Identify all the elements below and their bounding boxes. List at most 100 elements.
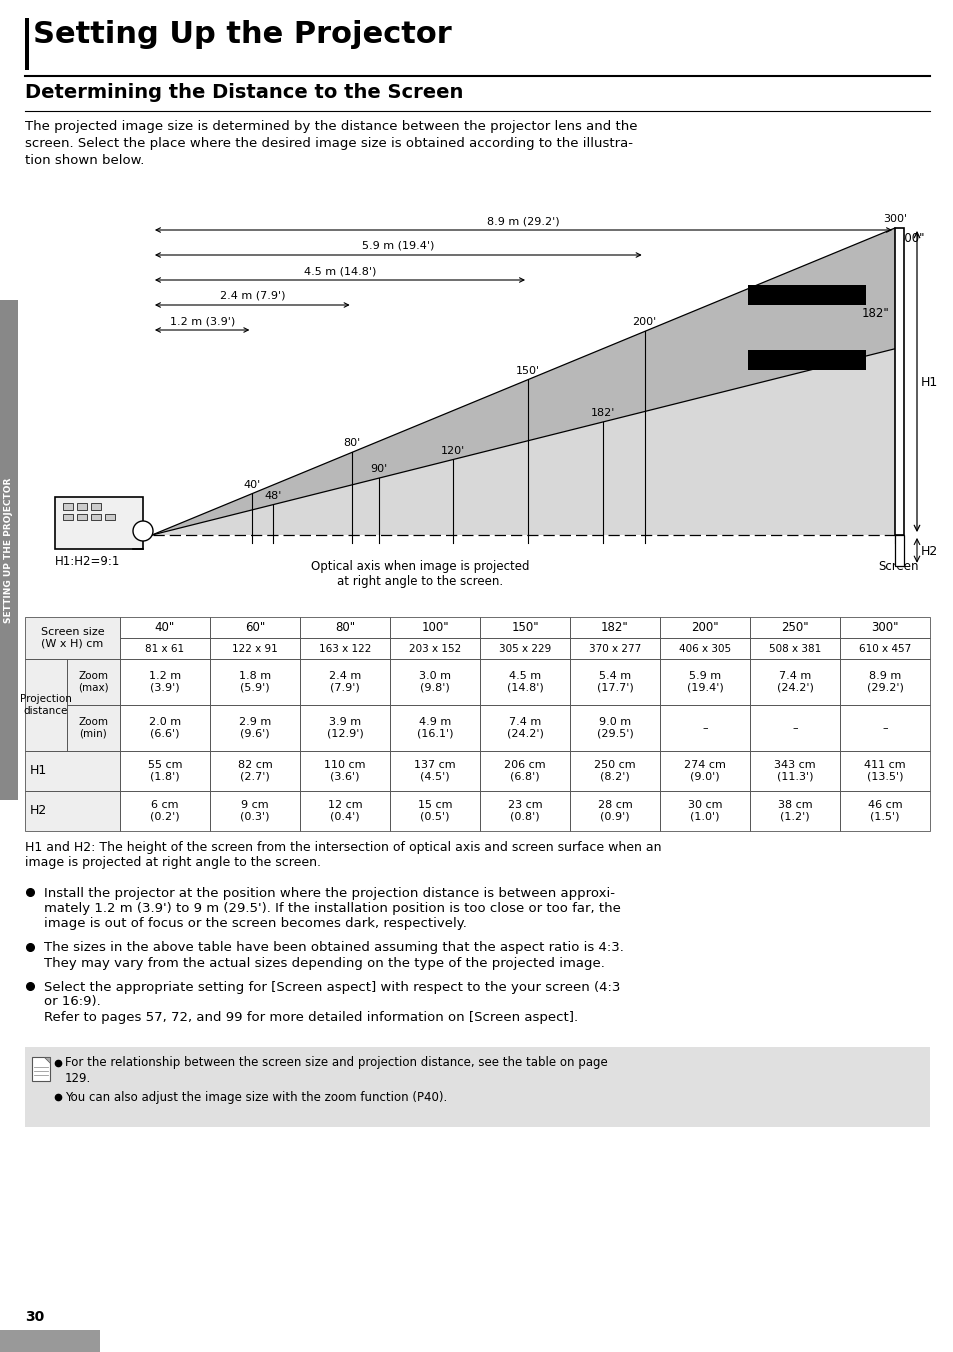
- Text: Zoom
(max): Zoom (max): [78, 671, 109, 692]
- Bar: [840, 750, 929, 791]
- Bar: [390, 750, 479, 791]
- Bar: [299, 658, 390, 704]
- Bar: [479, 617, 569, 638]
- Bar: [25, 750, 120, 791]
- Bar: [299, 617, 390, 638]
- Text: 15 cm
(0.5'): 15 cm (0.5'): [417, 800, 452, 822]
- Text: 2.0 m
(6.6'): 2.0 m (6.6'): [149, 717, 181, 738]
- Bar: [659, 617, 749, 638]
- Text: Zoom (min.): Zoom (min.): [770, 353, 842, 366]
- Text: 82 cm
(2.7'): 82 cm (2.7'): [237, 760, 273, 781]
- Text: Projection
distance: Projection distance: [20, 694, 71, 715]
- Text: 81 x 61: 81 x 61: [145, 644, 184, 653]
- Bar: [299, 704, 390, 750]
- Bar: [299, 704, 390, 750]
- Bar: [479, 638, 569, 658]
- Text: 5.4 m
(17.7'): 5.4 m (17.7'): [596, 671, 633, 692]
- Bar: [659, 750, 749, 791]
- Text: 122 x 91: 122 x 91: [232, 644, 277, 653]
- Bar: [749, 658, 840, 704]
- Text: 30 cm
(1.0'): 30 cm (1.0'): [687, 800, 721, 822]
- Bar: [479, 658, 569, 704]
- Bar: [840, 658, 929, 704]
- Bar: [479, 617, 569, 638]
- Bar: [479, 704, 569, 750]
- Bar: [659, 658, 749, 704]
- Text: 60": 60": [245, 621, 265, 634]
- Text: 411 cm
(13.5'): 411 cm (13.5'): [863, 760, 904, 781]
- Bar: [840, 704, 929, 750]
- Text: H1: H1: [30, 764, 48, 777]
- Bar: [749, 617, 840, 638]
- Bar: [659, 791, 749, 831]
- Bar: [747, 350, 865, 370]
- Bar: [210, 791, 299, 831]
- Bar: [569, 638, 659, 658]
- Bar: [479, 791, 569, 831]
- Bar: [120, 658, 210, 704]
- Bar: [840, 791, 929, 831]
- Text: 80': 80': [343, 438, 360, 449]
- Text: 300": 300": [870, 621, 898, 634]
- Bar: [67, 704, 120, 750]
- Text: screen. Select the place where the desired image size is obtained according to t: screen. Select the place where the desir…: [25, 137, 633, 150]
- Text: 9.0 m
(29.5'): 9.0 m (29.5'): [596, 717, 633, 738]
- Text: tion shown below.: tion shown below.: [25, 154, 144, 168]
- Text: 206 cm
(6.8'): 206 cm (6.8'): [503, 760, 545, 781]
- Bar: [91, 514, 101, 521]
- Bar: [749, 704, 840, 750]
- Text: 5.9 m
(19.4'): 5.9 m (19.4'): [686, 671, 722, 692]
- Text: H2: H2: [920, 545, 937, 558]
- Bar: [569, 791, 659, 831]
- Bar: [840, 791, 929, 831]
- Text: SETTING UP THE PROJECTOR: SETTING UP THE PROJECTOR: [5, 477, 13, 623]
- Bar: [749, 658, 840, 704]
- Text: 48': 48': [264, 491, 281, 500]
- Bar: [390, 638, 479, 658]
- Bar: [390, 791, 479, 831]
- Bar: [120, 750, 210, 791]
- Bar: [840, 750, 929, 791]
- Bar: [25, 791, 120, 831]
- Text: 150': 150': [515, 366, 539, 376]
- Text: 203 x 152: 203 x 152: [409, 644, 460, 653]
- Text: 40": 40": [154, 621, 175, 634]
- Bar: [120, 617, 210, 638]
- Bar: [390, 750, 479, 791]
- Bar: [91, 503, 101, 510]
- Polygon shape: [44, 1057, 50, 1063]
- Polygon shape: [152, 228, 894, 535]
- Bar: [210, 750, 299, 791]
- Bar: [120, 791, 210, 831]
- Text: 4.5 m
(14.8'): 4.5 m (14.8'): [506, 671, 543, 692]
- Text: 4.5 m (14.8'): 4.5 m (14.8'): [303, 266, 375, 276]
- Text: 1.2 m
(3.9'): 1.2 m (3.9'): [149, 671, 181, 692]
- Text: 2.9 m
(9.6'): 2.9 m (9.6'): [238, 717, 271, 738]
- Text: Zoom
(min): Zoom (min): [78, 717, 109, 738]
- Bar: [659, 617, 749, 638]
- Text: 23 cm
(0.8'): 23 cm (0.8'): [507, 800, 541, 822]
- Bar: [840, 638, 929, 658]
- Bar: [210, 704, 299, 750]
- Text: 182": 182": [600, 621, 628, 634]
- Bar: [479, 658, 569, 704]
- Circle shape: [132, 521, 152, 541]
- Bar: [299, 617, 390, 638]
- Bar: [25, 750, 120, 791]
- Bar: [120, 617, 210, 638]
- Text: 8.9 m
(29.2'): 8.9 m (29.2'): [865, 671, 902, 692]
- Text: H1: H1: [920, 376, 937, 388]
- Text: 163 x 122: 163 x 122: [318, 644, 371, 653]
- Text: –: –: [701, 723, 707, 733]
- Text: 129.: 129.: [65, 1072, 91, 1086]
- Bar: [390, 638, 479, 658]
- Bar: [299, 638, 390, 658]
- Text: Screen: Screen: [878, 560, 919, 573]
- Text: 12 cm
(0.4'): 12 cm (0.4'): [327, 800, 362, 822]
- Bar: [25, 617, 120, 658]
- Bar: [479, 750, 569, 791]
- Text: 3.0 m
(9.8'): 3.0 m (9.8'): [418, 671, 451, 692]
- Bar: [749, 750, 840, 791]
- Bar: [299, 791, 390, 831]
- Bar: [210, 750, 299, 791]
